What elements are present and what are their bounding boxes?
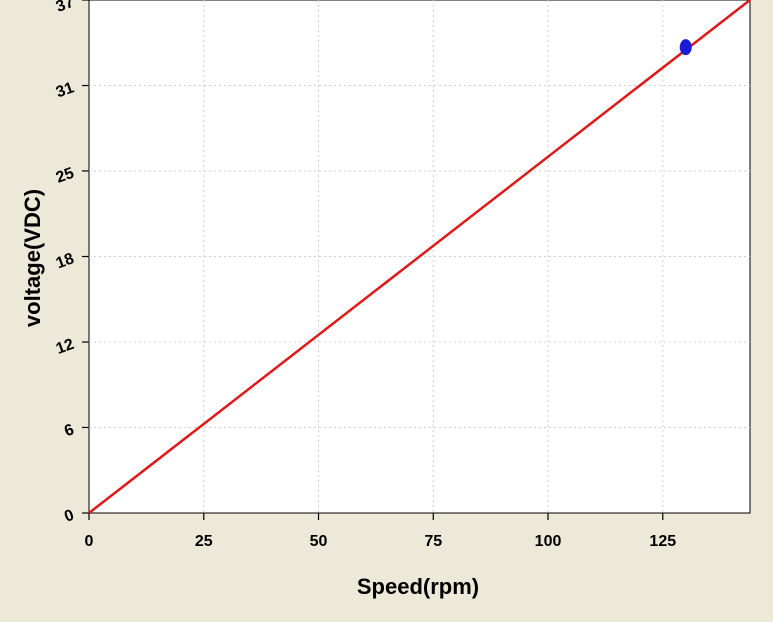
x-tick-label: 125 — [649, 533, 676, 550]
x-tick-label: 25 — [195, 533, 213, 550]
line — [88, 0, 751, 514]
y-tick-label: 12 — [54, 336, 77, 358]
x-tick-label: 0 — [85, 533, 94, 550]
x-tick-label: 50 — [310, 533, 328, 550]
point — [679, 39, 692, 56]
x-tick-label: 100 — [535, 533, 562, 550]
y-tick-label: 25 — [54, 165, 77, 187]
y-tick-label: 18 — [54, 250, 77, 272]
y-tick-label: 6 — [62, 421, 76, 440]
y-tick-label: 37 — [54, 0, 77, 16]
x-tick-label: 75 — [424, 533, 442, 550]
y-axis-title: voltage(VDC) — [20, 189, 45, 327]
x-axis-title: Speed(rpm) — [357, 574, 479, 599]
y-tick-label: 0 — [62, 507, 76, 526]
y-tick-label: 31 — [54, 79, 77, 101]
